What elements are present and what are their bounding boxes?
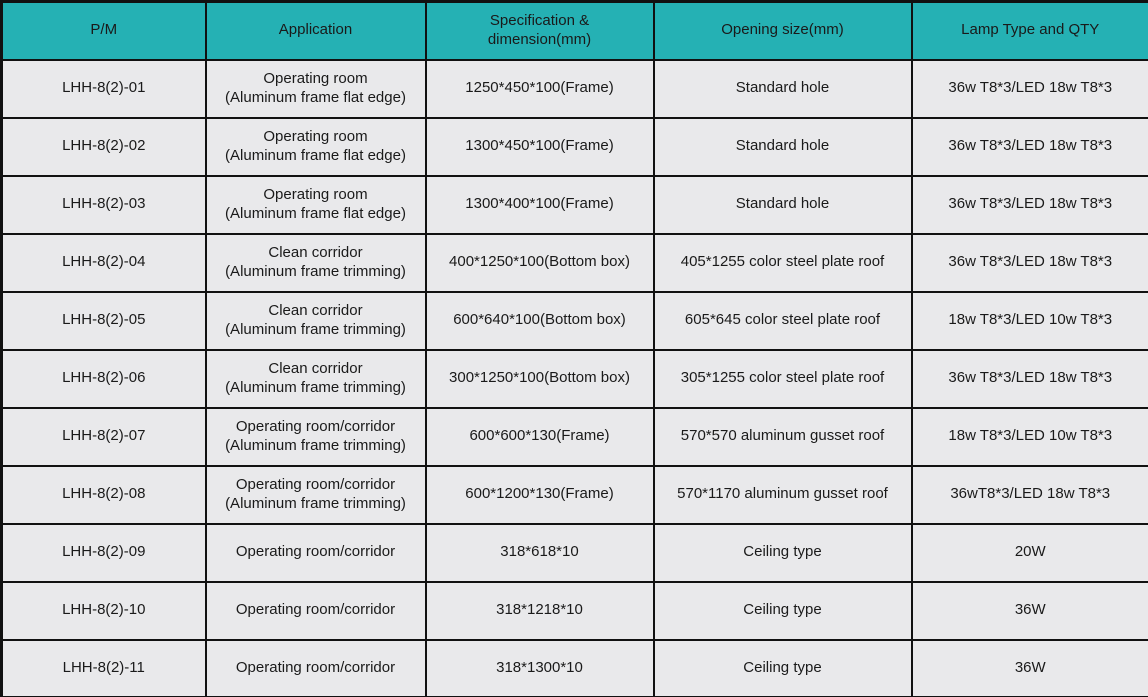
column-header-pm: P/M (0, 0, 207, 61)
cell-specification: 318*618*10 (424, 522, 655, 583)
table-body: LHH-8(2)-01 Operating room (Aluminum fram… (0, 58, 1148, 697)
cell-application: Operating room/corridor (Aluminum frame … (204, 464, 427, 525)
cell-opening-size: 305*1255 color steel plate roof (652, 348, 913, 409)
cell-lamp-type: 36w T8*3/LED 18w T8*3 (910, 116, 1148, 177)
cell-application: Clean corridor (Aluminum frame trimming) (204, 232, 427, 293)
cell-specification: 318*1218*10 (424, 580, 655, 641)
column-header-lamp-type: Lamp Type and QTY (910, 0, 1148, 61)
cell-application: Operating room/corridor (204, 580, 427, 641)
cell-specification: 400*1250*100(Bottom box) (424, 232, 655, 293)
cell-opening-size: Ceiling type (652, 522, 913, 583)
table-row: LHH-8(2)-01 Operating room (Aluminum fram… (0, 58, 1148, 119)
cell-specification: 600*1200*130(Frame) (424, 464, 655, 525)
cell-pm: LHH-8(2)-10 (0, 580, 207, 641)
cell-opening-size: 570*1170 aluminum gusset roof (652, 464, 913, 525)
cell-lamp-type: 18w T8*3/LED 10w T8*3 (910, 290, 1148, 351)
cell-pm: LHH-8(2)-07 (0, 406, 207, 467)
cell-specification: 600*640*100(Bottom box) (424, 290, 655, 351)
cell-pm: LHH-8(2)-03 (0, 174, 207, 235)
cell-specification: 1300*400*100(Frame) (424, 174, 655, 235)
cell-application: Clean corridor (Aluminum frame trimming) (204, 348, 427, 409)
table-row: LHH-8(2)-03 Operating room (Aluminum fram… (0, 174, 1148, 235)
cell-lamp-type: 36w T8*3/LED 18w T8*3 (910, 348, 1148, 409)
cell-specification: 1300*450*100(Frame) (424, 116, 655, 177)
cell-application: Operating room/corridor (Aluminum frame … (204, 406, 427, 467)
cell-opening-size: Ceiling type (652, 638, 913, 697)
cell-lamp-type: 36w T8*3/LED 18w T8*3 (910, 174, 1148, 235)
cell-lamp-type: 36w T8*3/LED 18w T8*3 (910, 232, 1148, 293)
cell-pm: LHH-8(2)-05 (0, 290, 207, 351)
cell-opening-size: Ceiling type (652, 580, 913, 641)
column-header-application: Application (204, 0, 427, 61)
cell-pm: LHH-8(2)-06 (0, 348, 207, 409)
cell-application: Clean corridor (Aluminum frame trimming) (204, 290, 427, 351)
cell-specification: 318*1300*10 (424, 638, 655, 697)
cell-application: Operating room/corridor (204, 638, 427, 697)
cell-application: Operating room (Aluminum frame flat edge… (204, 116, 427, 177)
cell-application: Operating room (Aluminum frame flat edge… (204, 174, 427, 235)
cell-opening-size: 570*570 aluminum gusset roof (652, 406, 913, 467)
cell-lamp-type: 36W (910, 580, 1148, 641)
cell-lamp-type: 36w T8*3/LED 18w T8*3 (910, 58, 1148, 119)
cell-opening-size: 605*645 color steel plate roof (652, 290, 913, 351)
cell-pm: LHH-8(2)-11 (0, 638, 207, 697)
cell-pm: LHH-8(2)-04 (0, 232, 207, 293)
table-row: LHH-8(2)-08 Operating room/corridor (Alum… (0, 464, 1148, 525)
cell-specification: 1250*450*100(Frame) (424, 58, 655, 119)
cell-specification: 300*1250*100(Bottom box) (424, 348, 655, 409)
cell-specification: 600*600*130(Frame) (424, 406, 655, 467)
cell-lamp-type: 36W (910, 638, 1148, 697)
cell-opening-size: Standard hole (652, 174, 913, 235)
cell-pm: LHH-8(2)-08 (0, 464, 207, 525)
column-header-specification: Specification & dimension(mm) (424, 0, 655, 61)
cell-application: Operating room (Aluminum frame flat edge… (204, 58, 427, 119)
cell-lamp-type: 20W (910, 522, 1148, 583)
table-row: LHH-8(2)-10 Operating room/corridor 318*12… (0, 580, 1148, 641)
column-header-opening-size: Opening size(mm) (652, 0, 913, 61)
cell-pm: LHH-8(2)-02 (0, 116, 207, 177)
header-row: P/M Application Specification & dimension(… (0, 0, 1148, 61)
cell-opening-size: Standard hole (652, 116, 913, 177)
cell-application: Operating room/corridor (204, 522, 427, 583)
table-row: LHH-8(2)-02 Operating room (Aluminum fram… (0, 116, 1148, 177)
table-row: LHH-8(2)-07 Operating room/corridor (Alum… (0, 406, 1148, 467)
table-row: LHH-8(2)-05 Clean corridor (Aluminum fram… (0, 290, 1148, 351)
cell-opening-size: 405*1255 color steel plate roof (652, 232, 913, 293)
table-row: LHH-8(2)-11 Operating room/corridor 318*13… (0, 638, 1148, 697)
cell-pm: LHH-8(2)-01 (0, 58, 207, 119)
table-row: LHH-8(2)-09 Operating room/corridor 318*61… (0, 522, 1148, 583)
cell-lamp-type: 36wT8*3/LED 18w T8*3 (910, 464, 1148, 525)
cell-lamp-type: 18w T8*3/LED 10w T8*3 (910, 406, 1148, 467)
table-header: P/M Application Specification & dimension(… (0, 0, 1148, 61)
table-row: LHH-8(2)-04 Clean corridor (Aluminum fram… (0, 232, 1148, 293)
table-row: LHH-8(2)-06 Clean corridor (Aluminum fram… (0, 348, 1148, 409)
cell-opening-size: Standard hole (652, 58, 913, 119)
cell-pm: LHH-8(2)-09 (0, 522, 207, 583)
